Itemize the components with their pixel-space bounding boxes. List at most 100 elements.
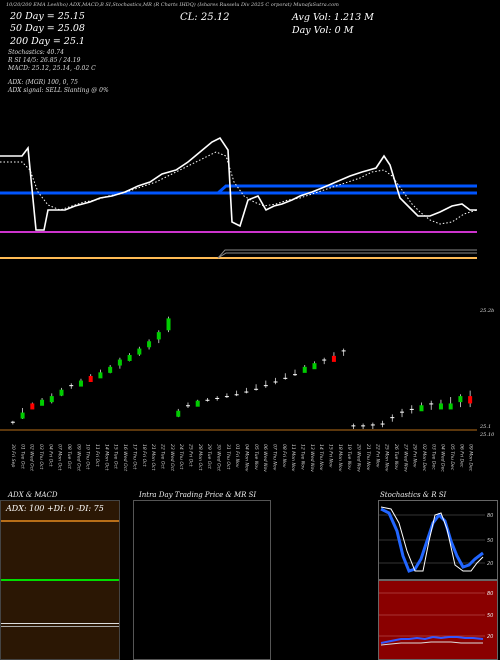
rsi-signal-line (380, 641, 483, 646)
ema-blue-line (0, 184, 477, 195)
date-label: 04 Mon Nov (244, 444, 250, 472)
date-label: 08 Fri Nov (281, 444, 287, 468)
date-label: 04 Fri Oct (47, 444, 53, 467)
candle-body (312, 363, 317, 370)
mr-panel (133, 500, 271, 660)
rsi-value: R SI 14/5: 26.85 / 24.19 (8, 57, 81, 64)
date-label: 15 Tue Oct (113, 444, 119, 469)
rsi-tick-50: 50 (487, 613, 493, 619)
candle-body (400, 411, 405, 413)
grey-line-2 (217, 252, 477, 259)
candle-body (234, 394, 239, 396)
price-line (0, 136, 477, 231)
date-label: 13 Wed Nov (309, 444, 315, 472)
date-label: 18 Mon Nov (337, 444, 343, 472)
macd-signal-line (1, 626, 119, 627)
rsi-svg: 80 50 20 (379, 591, 493, 646)
date-label: 10 Thu Oct (85, 444, 91, 470)
candle-body (302, 366, 307, 373)
ema200-label: 200 Day = 25.1 (10, 36, 85, 47)
candle-body (147, 341, 152, 348)
stoch-svg: 80 50 20 (379, 506, 493, 573)
date-label: 14 Mon Oct (103, 444, 109, 471)
date-label: 07 Mon Oct (57, 444, 63, 471)
date-label: 11 Mon Nov (290, 444, 296, 472)
date-label: 02 Wed Oct (29, 444, 35, 471)
candle-body (176, 410, 181, 417)
candle-body (254, 388, 259, 390)
date-label: 19 Tue Nov (346, 444, 352, 470)
stoch-panel-title: Stochastics & R SI (380, 491, 447, 499)
candle-body (127, 354, 132, 361)
candle-body (59, 389, 64, 396)
candle-body (108, 366, 113, 373)
candle-body (380, 423, 385, 425)
date-label: 14 Thu Nov (318, 444, 324, 471)
date-label: 29 Tue Oct (206, 444, 212, 469)
candle-body (137, 348, 142, 355)
candle-body (438, 403, 443, 410)
adx-signal: ADX signal: SELL Slanting @ 0% (8, 87, 109, 94)
date-label: 17 Thu Oct (131, 444, 137, 470)
ema50-label: 50 Day = 25.08 (10, 23, 85, 34)
date-label: 05 Thu Dec (449, 444, 455, 471)
date-label: 18 Fri Oct (141, 444, 147, 467)
grey-line-1 (217, 249, 477, 259)
candle-body (322, 359, 327, 361)
date-label: 28 Mon Oct (197, 444, 203, 471)
candle-body (166, 318, 171, 331)
plus-di-line (1, 579, 119, 581)
date-label: 30 Fri Sep (10, 444, 16, 467)
candle-body (293, 374, 298, 376)
stoch-d-line (380, 506, 484, 572)
day-volume: Day Vol: 0 M (292, 25, 354, 36)
stoch-panel: 80 50 20 (378, 500, 498, 580)
candle-body (88, 376, 93, 382)
date-label: 16 Wed Oct (122, 444, 128, 471)
candle-body (40, 399, 45, 406)
candle-body (78, 380, 83, 387)
date-label: 26 Tue Nov (393, 444, 399, 470)
date-label: 30 Wed Oct (215, 444, 221, 471)
date-label: 25 Fri Oct (187, 444, 193, 467)
candle-body (361, 425, 366, 427)
candle-body (458, 396, 463, 403)
candle-body (30, 403, 35, 410)
date-label: 29 Fri Nov (412, 444, 418, 468)
date-label: 03 Tue Dec (430, 444, 436, 470)
date-label: 07 Thu Nov (272, 444, 278, 471)
date-label: 21 Mon Oct (150, 444, 156, 471)
candle-body (195, 400, 200, 407)
date-label: 01 Tue Oct (19, 444, 25, 469)
stoch-tick-20: 20 (487, 561, 493, 567)
candle-body (263, 385, 268, 387)
price-axis-bottom2: 25.10 (480, 432, 495, 438)
close-price: CL: 25.12 (180, 12, 230, 23)
candle-body (69, 385, 74, 387)
candle-body (419, 405, 424, 412)
date-label: 24 Thu Oct (178, 444, 184, 470)
stoch-tick-50: 50 (487, 538, 493, 544)
adx-line (1, 520, 119, 522)
candle-body (10, 421, 15, 423)
candle-body (224, 396, 229, 398)
stoch-tick-80: 80 (487, 513, 493, 519)
candle-body (331, 355, 336, 362)
date-label: 15 Fri Nov (328, 444, 334, 468)
date-label: 27 Wed Nov (402, 444, 408, 472)
adx-panel: ADX: 100 +DI: 0 -DI: 75 (0, 500, 120, 660)
candle-body (409, 408, 414, 410)
candle-body (20, 412, 25, 419)
date-label: 06 Wed Nov (262, 444, 268, 472)
ema20-label: 20 Day = 25.15 (10, 11, 85, 22)
date-label: 12 Tue Nov (300, 444, 306, 470)
candle-body (215, 397, 220, 399)
date-label: 11 Fri Oct (94, 444, 100, 467)
candle-body (448, 403, 453, 410)
date-label: 23 Wed Oct (169, 444, 175, 471)
candles-group (10, 316, 473, 430)
date-label: 09 Wed Oct (75, 444, 81, 471)
date-label: 09 Mon Dec (468, 444, 474, 472)
candle-body (185, 405, 190, 407)
mr-panel-title: Intra Day Trading Price & MR SI (139, 491, 257, 499)
